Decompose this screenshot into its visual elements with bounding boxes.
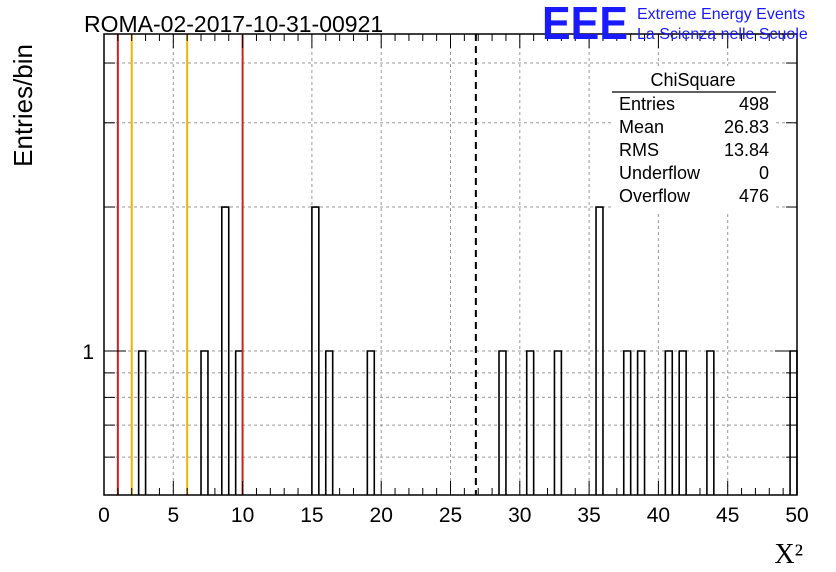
histogram-bar (221, 206, 230, 495)
stats-value: 476 (739, 186, 769, 206)
histogram-bar (595, 206, 604, 495)
logo-line-2: La Scienza nelle Scuole (637, 26, 808, 43)
stats-value: 0 (759, 163, 769, 183)
range-lines (116, 34, 244, 495)
histogram-bar (678, 350, 687, 495)
x-tick-label: 50 (785, 504, 808, 527)
x-tick-label: 0 (98, 504, 110, 527)
logo-line-1: Extreme Energy Events (637, 6, 805, 23)
histogram-bar (311, 206, 320, 495)
x-tick-label: 15 (300, 504, 323, 527)
x-axis-label: X² (774, 539, 803, 570)
x-tick-label: 5 (167, 504, 179, 527)
histogram-bar (525, 350, 535, 495)
stats-box: ChiSquare Entries 498 Mean 26.83 RMS 13.84 Und… (612, 66, 776, 212)
stats-value: 498 (739, 94, 769, 114)
logo-mark: EEE (542, 0, 628, 49)
y-tick-label: 1 (82, 341, 94, 364)
stats-label: RMS (619, 140, 659, 160)
histogram-bar (366, 350, 376, 495)
y-axis-label: Entries/bin (8, 44, 38, 167)
histogram-bar (636, 350, 646, 495)
histogram-bar (664, 350, 674, 495)
chart-title: ROMA-02-2017-10-31-00921 (84, 11, 383, 37)
histogram-bar (553, 350, 563, 495)
histogram-bar (200, 350, 209, 495)
stats-label: Entries (619, 94, 675, 114)
eee-logo: EEE Extreme Energy Events La Scienza nel… (542, 0, 808, 49)
histogram-bar (706, 350, 715, 495)
stats-label: Underflow (619, 163, 701, 183)
histogram-bar (324, 350, 334, 495)
x-tick-label: 40 (647, 504, 670, 527)
histogram-bar (137, 350, 147, 495)
stats-title: ChiSquare (650, 70, 735, 90)
x-tick-label: 30 (508, 504, 531, 527)
x-tick-label: 10 (231, 504, 254, 527)
x-tick-label: 20 (370, 504, 393, 527)
x-axis: 0 5 10 15 20 25 30 35 40 45 50 (98, 34, 809, 527)
stats-value: 13.84 (724, 140, 769, 160)
stats-label: Mean (619, 117, 664, 137)
stats-value: 26.83 (724, 117, 769, 137)
histogram-bar (498, 350, 507, 495)
x-tick-label: 35 (577, 504, 600, 527)
histogram-bar (622, 350, 632, 495)
x-tick-label: 25 (439, 504, 462, 527)
y-axis: 1 (82, 62, 797, 458)
stats-label: Overflow (619, 186, 691, 206)
x-tick-label: 45 (716, 504, 739, 527)
histogram-bars (137, 206, 798, 495)
